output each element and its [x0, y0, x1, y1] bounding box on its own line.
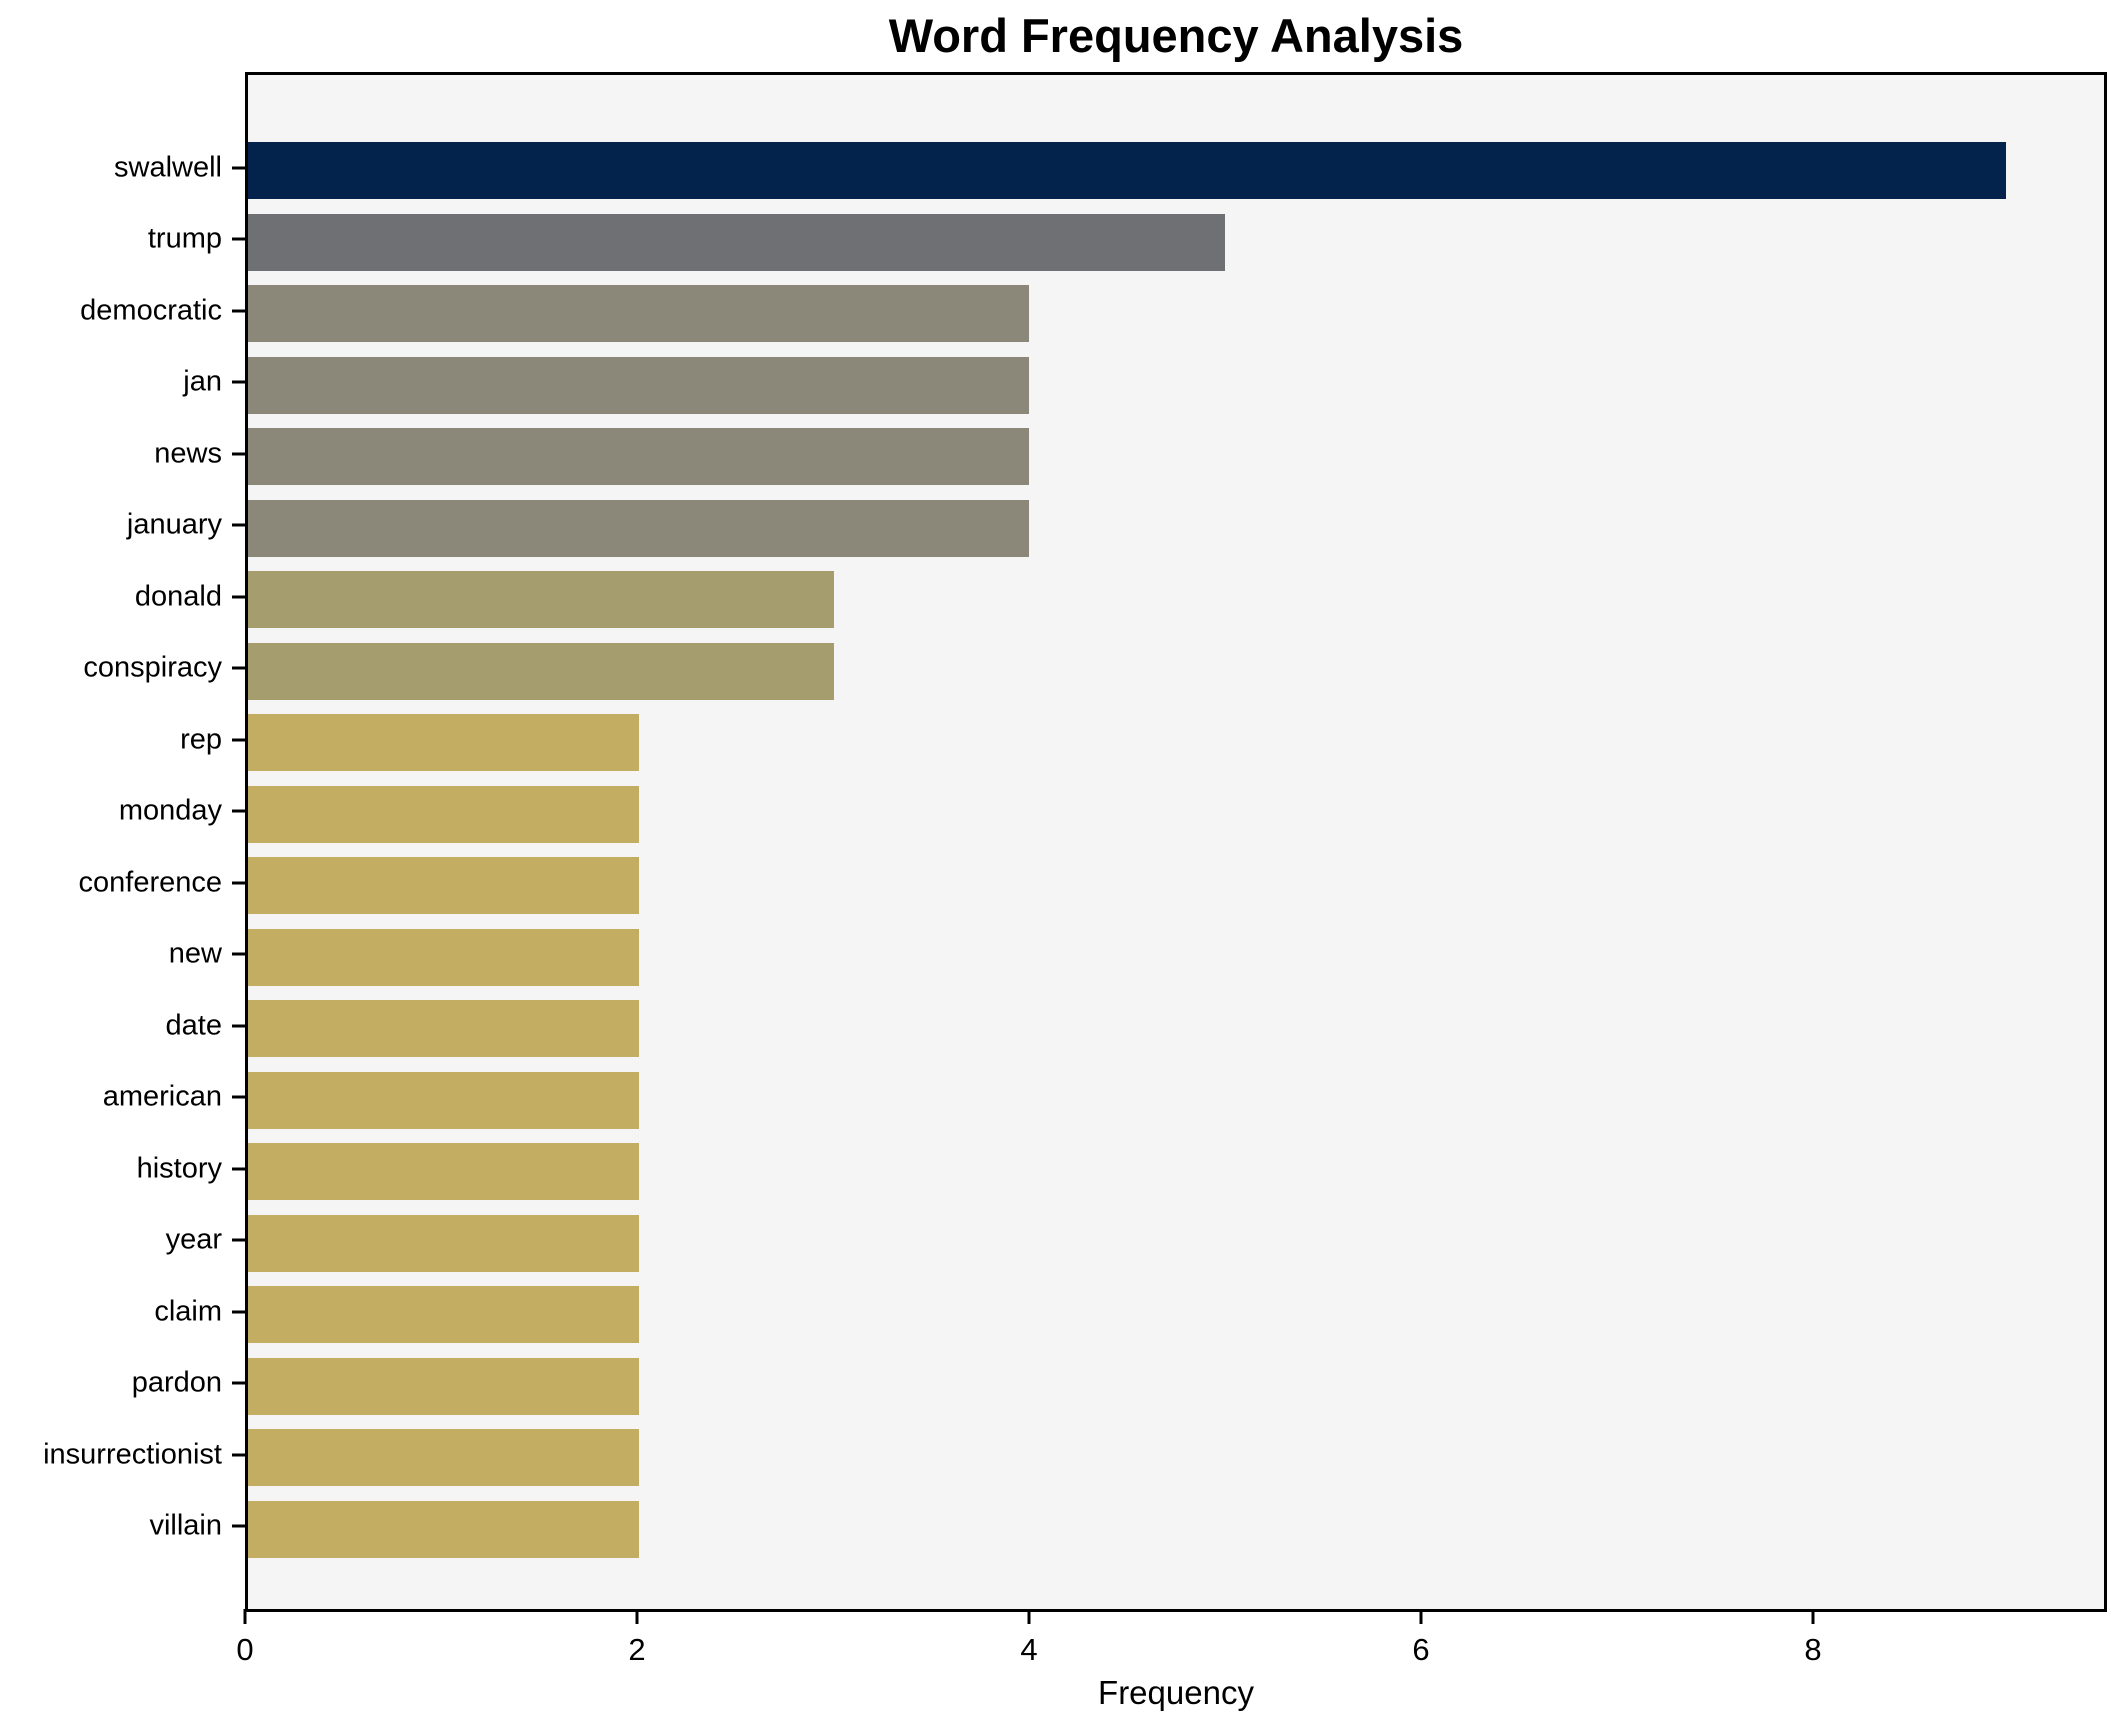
y-tick-mark [232, 809, 245, 813]
bar-row [248, 1494, 2104, 1566]
bar-row [248, 564, 2104, 636]
y-tick-label-january: january [126, 508, 222, 541]
x-tick-mark [1419, 1609, 1423, 1624]
y-tick-label-year: year [165, 1223, 222, 1256]
bar-row [248, 493, 2104, 565]
y-tick-mark [232, 1310, 245, 1314]
bar-donald [248, 571, 835, 629]
y-tick-label-donald: donald [134, 580, 222, 613]
y-tick-label-date: date [165, 1009, 222, 1042]
bar-row [248, 135, 2104, 207]
bar-row [248, 707, 2104, 779]
y-tick-mark [232, 595, 245, 599]
y-tick-mark [232, 452, 245, 456]
y-tick-label-trump: trump [147, 222, 222, 255]
bar-pardon [248, 1357, 639, 1415]
bar-trump [248, 213, 1225, 271]
y-tick-mark [232, 738, 245, 742]
bar-row [248, 850, 2104, 922]
bar-january [248, 499, 1030, 557]
x-tick-mark [635, 1609, 639, 1624]
bar-jan [248, 356, 1030, 414]
y-tick-label-pardon: pardon [131, 1366, 222, 1399]
y-tick-mark [232, 309, 245, 313]
y-tick-mark [232, 1453, 245, 1457]
bar-row [248, 421, 2104, 493]
bar-row [248, 1208, 2104, 1280]
bar-row [248, 1279, 2104, 1351]
plot-area [245, 72, 2107, 1612]
y-tick-label-claim: claim [154, 1295, 222, 1328]
x-tick-label-0: 0 [236, 1632, 254, 1667]
bar-row [248, 636, 2104, 708]
y-tick-label-new: new [168, 937, 222, 970]
bar-date [248, 1000, 639, 1058]
bar-row [248, 1422, 2104, 1494]
x-tick-mark [1027, 1609, 1031, 1624]
y-tick-mark [232, 1524, 245, 1528]
y-tick-mark [232, 523, 245, 527]
x-axis-label: Frequency [1098, 1674, 1254, 1711]
bar-swalwell [248, 142, 2007, 200]
chart-title: Word Frequency Analysis [888, 9, 1464, 62]
bars-container [248, 75, 2104, 1609]
y-tick-label-monday: monday [118, 794, 222, 827]
y-tick-label-conspiracy: conspiracy [83, 651, 222, 684]
y-tick-mark [232, 380, 245, 384]
y-tick-label-conference: conference [78, 866, 223, 899]
bar-row [248, 1351, 2104, 1423]
y-tick-mark [232, 1238, 245, 1242]
bar-row [248, 922, 2104, 994]
y-tick-label-villain: villain [149, 1509, 222, 1542]
x-tick-label-8: 8 [1804, 1632, 1822, 1667]
y-tick-mark [232, 1167, 245, 1171]
bar-conference [248, 857, 639, 915]
bar-monday [248, 785, 639, 843]
bar-villain [248, 1500, 639, 1558]
y-tick-mark [232, 881, 245, 885]
y-tick-mark [232, 237, 245, 241]
bar-row [248, 1136, 2104, 1208]
bar-news [248, 428, 1030, 486]
y-tick-label-democratic: democratic [80, 294, 222, 327]
bar-row [248, 207, 2104, 279]
bar-american [248, 1071, 639, 1129]
y-tick-mark [232, 952, 245, 956]
bar-insurrectionist [248, 1429, 639, 1487]
y-tick-mark [232, 166, 245, 170]
x-tick-mark [243, 1609, 247, 1624]
y-tick-label-rep: rep [180, 723, 222, 756]
bar-claim [248, 1286, 639, 1344]
x-tick-label-6: 6 [1412, 1632, 1430, 1667]
bar-row [248, 993, 2104, 1065]
bar-row [248, 1065, 2104, 1137]
y-tick-label-jan: jan [183, 365, 222, 398]
y-tick-label-history: history [136, 1152, 222, 1185]
bar-new [248, 928, 639, 986]
y-tick-mark [232, 1024, 245, 1028]
y-tick-mark [232, 666, 245, 670]
bar-row [248, 779, 2104, 851]
bar-year [248, 1214, 639, 1272]
y-tick-mark [232, 1381, 245, 1385]
y-tick-label-insurrectionist: insurrectionist [43, 1438, 222, 1471]
bar-row [248, 350, 2104, 422]
y-tick-label-news: news [154, 437, 222, 470]
bar-democratic [248, 285, 1030, 343]
y-tick-label-swalwell: swalwell [114, 151, 222, 184]
bar-conspiracy [248, 642, 835, 700]
x-tick-label-4: 4 [1020, 1632, 1038, 1667]
y-tick-label-american: american [102, 1080, 222, 1113]
y-tick-mark [232, 1095, 245, 1099]
bar-rep [248, 714, 639, 772]
x-tick-mark [1811, 1609, 1815, 1624]
x-tick-label-2: 2 [628, 1632, 646, 1667]
bar-row [248, 278, 2104, 350]
bar-history [248, 1143, 639, 1201]
